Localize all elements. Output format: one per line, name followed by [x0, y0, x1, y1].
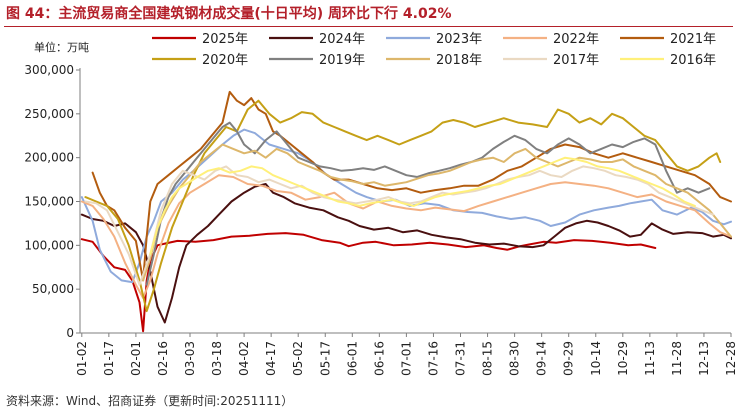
y-tick-label: 250,000 [24, 107, 74, 121]
series-line-2021 [91, 90, 732, 282]
x-tick-label: 07-01 [399, 341, 413, 376]
x-tick-label: 09-14 [535, 341, 549, 376]
x-tick-label: 01-17 [102, 341, 116, 376]
x-tick-label: 07-16 [426, 341, 440, 376]
legend-label: 2016年 [670, 53, 716, 68]
y-axis-unit-label: 单位：万吨 [34, 41, 89, 54]
legend-label: 2025年 [202, 32, 248, 47]
y-tick-label: 150,000 [24, 195, 74, 209]
legend-label: 2023年 [436, 32, 482, 47]
series-line-2023 [80, 128, 732, 284]
series-line-2022 [80, 174, 732, 299]
legend-label: 2017年 [553, 53, 599, 68]
series-line-2016 [149, 156, 696, 256]
x-tick-label: 08-30 [508, 341, 522, 376]
y-tick-label: 300,000 [24, 63, 74, 77]
x-tick-label: 12-13 [697, 341, 711, 376]
x-tick-label: 07-31 [454, 341, 468, 376]
x-tick-label: 02-01 [129, 341, 143, 376]
series-line-2025 [80, 232, 657, 333]
legend: 2025年 2024年 2023年 2022年 2021年 2020年 2019年 2018年… [152, 32, 716, 68]
x-tick-label: 08-15 [481, 341, 495, 376]
series-line-2019 [145, 121, 711, 286]
x-tick-label: 01-02 [75, 341, 89, 376]
series-line-2018 [142, 143, 732, 282]
axes-group: 0 50,000 100,000 150,000 200,000 250,000 300,0… [24, 63, 737, 376]
x-tick-label: 02-16 [156, 341, 170, 376]
x-tick-label: 03-18 [210, 341, 224, 376]
legend-label: 2021年 [670, 32, 716, 47]
legend-label: 2019年 [319, 53, 365, 68]
y-tick-label: 200,000 [24, 151, 74, 165]
x-tick-label: 11-28 [670, 341, 684, 376]
x-tick-label: 05-17 [318, 341, 332, 376]
x-tick-label: 04-02 [237, 341, 251, 376]
x-tick-label: 10-14 [589, 341, 603, 376]
source-note: 资料来源：Wind、招商证券（更新时间:20251111） [6, 394, 294, 408]
legend-label: 2024年 [319, 32, 365, 47]
legend-label: 2018年 [436, 53, 482, 68]
x-tick-label: 09-29 [562, 341, 576, 376]
series-line-2020 [84, 99, 722, 313]
x-tick-label: 06-01 [345, 341, 359, 376]
x-tick-label: 12-28 [724, 341, 737, 376]
x-tick-label: 04-17 [264, 341, 278, 376]
y-tick-label: 100,000 [24, 238, 74, 252]
y-tick-label: 50,000 [32, 282, 74, 296]
y-tick-label: 0 [66, 326, 74, 340]
x-tick-label: 10-29 [616, 341, 630, 376]
title-divider [4, 26, 733, 27]
x-tick-label: 05-02 [291, 341, 305, 376]
legend-label: 2022年 [553, 32, 599, 47]
legend-label: 2020年 [202, 53, 248, 68]
x-tick-label: 11-13 [643, 341, 657, 376]
series-group [80, 90, 732, 333]
x-tick-label: 03-03 [183, 341, 197, 376]
x-tick-label: 06-16 [372, 341, 386, 376]
chart-title: 图 44：主流贸易商全国建筑钢材成交量(十日平均) 周环比下行 4.02% [6, 6, 452, 22]
series-line-2024 [80, 183, 732, 324]
